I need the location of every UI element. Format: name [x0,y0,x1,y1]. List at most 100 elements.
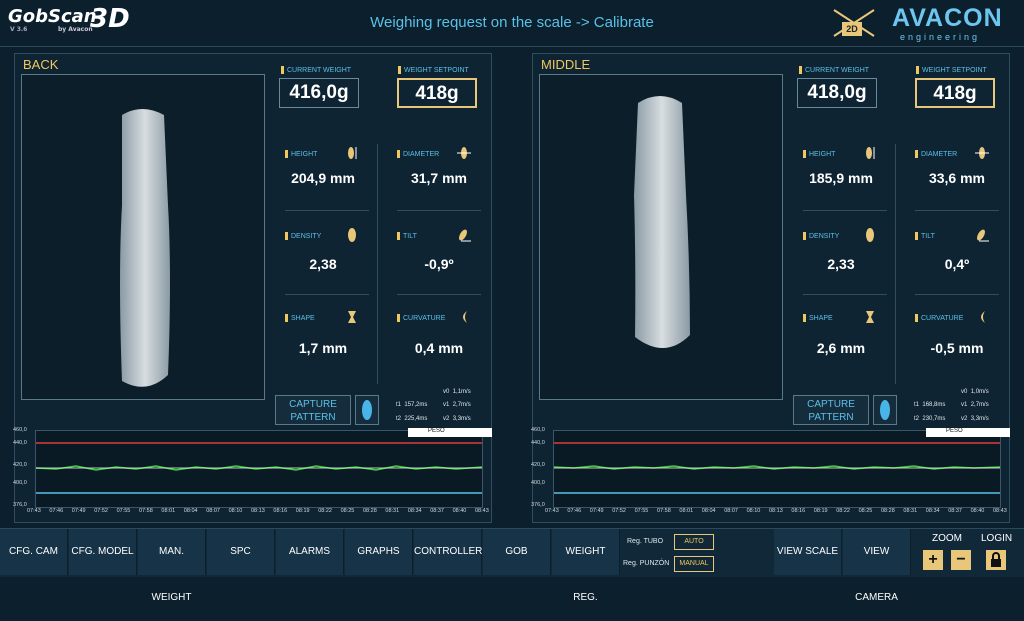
diameter-label: DIAMETER [915,150,957,158]
gob-silhouette [634,96,690,349]
tilt-icon [977,229,989,242]
capture-pattern-button[interactable]: CAPTURE PATTERN [275,395,351,425]
2d-mode-icon[interactable]: 2D [830,6,878,40]
diameter-value: 33,6 mm [928,170,986,186]
x-tick: 07:46 [567,508,582,514]
zoom-in-button[interactable]: + [923,550,943,570]
tilt-value: 0,4º [944,256,970,272]
view-scale-button[interactable]: VIEW SCALE [774,529,842,575]
weight-reg-button[interactable]: WEIGHT REG. [552,529,620,603]
setpoint-label: WEIGHT SETPOINT [916,66,987,74]
gob-image-view [539,74,783,400]
login-label: LOGIN [981,533,1013,544]
lock-icon[interactable] [986,550,1006,570]
x-tick: 08:28 [881,508,895,514]
panel-title: MIDDLE [541,57,591,72]
height-value: 185,9 mm [809,170,873,186]
x-tick: 08:13 [769,508,783,514]
x-tick: 07:49 [589,508,604,514]
height-label: HEIGHT [803,150,835,158]
chart-selector-dropdown[interactable]: PESO [408,428,492,437]
x-tick: 08:04 [701,508,716,514]
weight-trend-chart: PESO 460,0 440,0 420,0 400,0 376,0 07:43… [531,426,1011,524]
pattern-egg-icon[interactable] [873,395,897,425]
weight-trend-chart: PESO 460,0 440,0 420,0 400,0 376,0 07:43… [13,426,493,524]
capture-pattern-button[interactable]: CAPTURE PATTERN [793,395,869,425]
controller-button[interactable]: CONTROLLER [414,529,482,575]
reg-tubo-toggle[interactable]: AUTO [674,534,714,550]
density-icon [866,228,874,242]
metric-divider [397,210,481,211]
metric-divider [397,294,481,295]
by-label: by Avacon [58,26,93,33]
metric-divider [285,294,369,295]
x-tick: 08:43 [475,508,489,514]
speed-v2: v2 3,3m/s [443,416,471,422]
x-tick: 08:10 [746,508,761,514]
x-tick: 07:58 [657,508,671,514]
y-tick: 460,0 [531,427,545,433]
x-tick: 08:07 [724,508,738,514]
weight-setpoint-value[interactable]: 418g [915,78,995,108]
chart-plot-area [553,430,1001,508]
y-tick: 420,0 [531,462,545,468]
cfg-cam-button[interactable]: CFG. CAM [0,529,68,575]
speed-v2: v2 3,3m/s [961,416,989,422]
curvature-icon [981,311,985,323]
diameter-icon [457,147,471,159]
view-camera-button[interactable]: VIEW CAMERA [843,529,911,603]
current-weight-label: CURRENT WEIGHT [281,66,351,74]
zoom-out-button[interactable]: − [951,550,971,570]
shape-label: SHAPE [285,314,315,322]
tilt-label: TILT [915,232,935,240]
gob-image-view [21,74,265,400]
x-tick: 07:58 [139,508,153,514]
x-tick: 07:52 [612,508,626,514]
y-tick: 400,0 [13,480,27,486]
current-weight-value: 416,0g [279,78,359,108]
curvature-label: CURVATURE [397,314,445,322]
2d-badge: 2D [842,22,862,36]
metric-divider [803,294,887,295]
tilt-label: TILT [397,232,417,240]
graphs-button[interactable]: GRAPHS [345,529,413,575]
height-value: 204,9 mm [291,170,355,186]
spc-button[interactable]: SPC [207,529,275,575]
x-tick: 08:28 [363,508,377,514]
x-tick: 08:37 [430,508,444,514]
x-tick: 08:04 [183,508,198,514]
timing-t1: t1 168,8ms [914,402,946,408]
version-label: V 3.6 [10,26,28,33]
alarms-button[interactable]: ALARMS [276,529,344,575]
gob-silhouette [120,109,170,387]
x-tick: 08:31 [385,508,400,514]
speed-v0: v0 1,1m/s [443,389,471,395]
x-tick: 08:31 [903,508,918,514]
y-tick: 440,0 [13,440,27,446]
x-tick: 08:43 [993,508,1007,514]
y-tick: 460,0 [13,427,27,433]
x-tick: 08:13 [251,508,265,514]
man-weight-button[interactable]: MAN. WEIGHT [138,529,206,603]
diameter-value: 31,7 mm [410,170,468,186]
chart-selector-dropdown[interactable]: PESO [926,428,1010,437]
app-logo: GobScan 3D V 3.6 by Avacon [8,4,130,34]
tilt-icon [459,229,471,242]
x-tick: 08:22 [318,508,332,514]
padlock-icon [991,552,1001,567]
speed-v1: v1 2,7m/s [961,402,989,408]
current-weight-label: CURRENT WEIGHT [799,66,869,74]
cfg-model-button[interactable]: CFG. MODEL [69,529,137,575]
pattern-egg-icon[interactable] [355,395,379,425]
x-tick: 08:16 [273,508,288,514]
height-icon [348,147,357,159]
panel-title: BACK [23,57,59,72]
chart-plot-area [35,430,483,508]
x-tick: 08:19 [295,508,310,514]
reg-punzon-toggle[interactable]: MANUAL [674,556,714,572]
gob-panel-back: BACK CURRENT WEIGHT 416,0g WEIGHT SETPOI… [13,53,493,524]
x-tick: 08:19 [813,508,828,514]
y-tick: 376,0 [531,502,545,508]
weight-setpoint-value[interactable]: 418g [397,78,477,108]
gob-button[interactable]: GOB [483,529,551,575]
